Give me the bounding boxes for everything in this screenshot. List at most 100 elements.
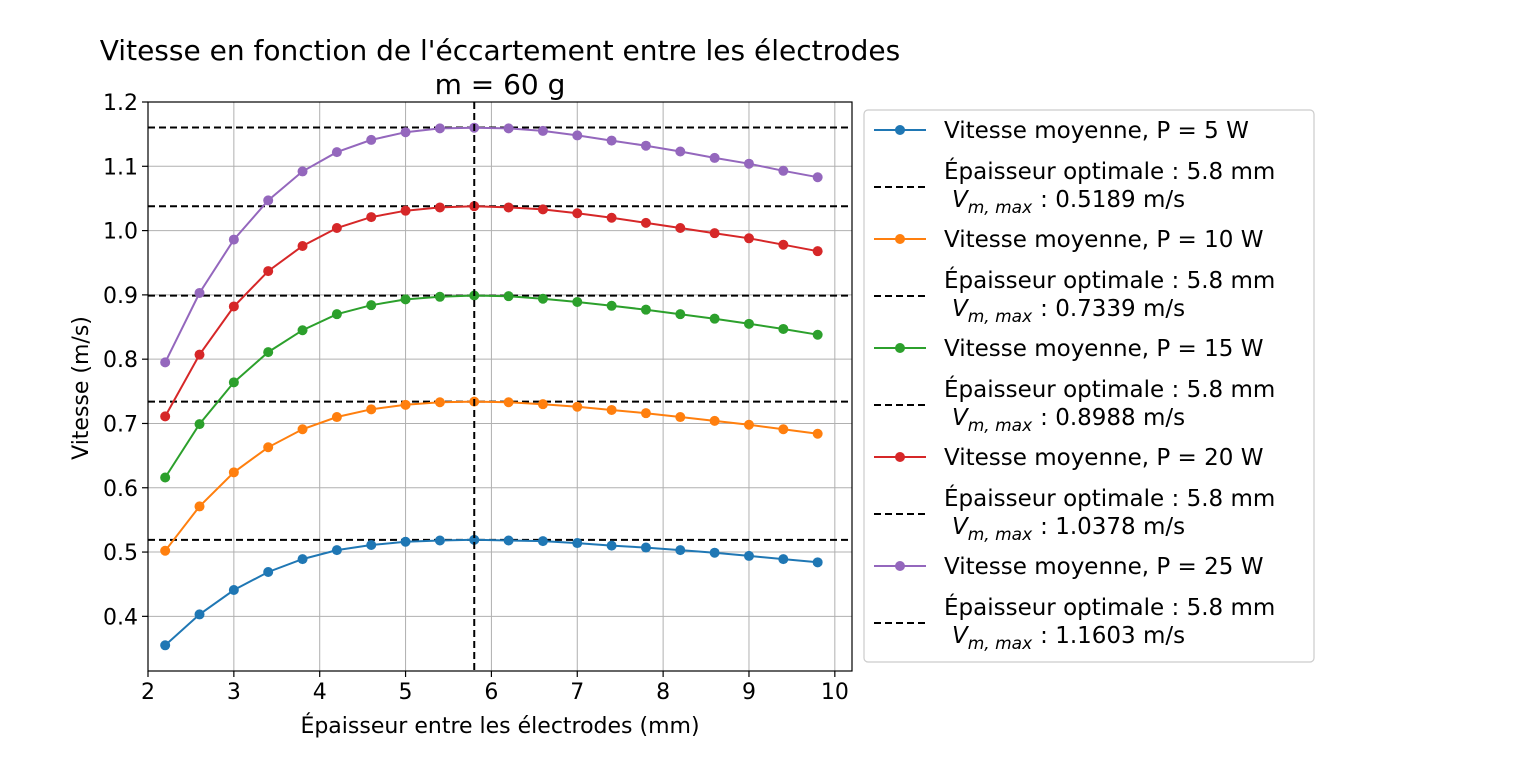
data-point	[331, 309, 342, 320]
data-point	[640, 140, 651, 151]
data-point	[194, 419, 205, 430]
legend-entry: Vitesse moyenne, P = 10 W Épaisseur optim…	[874, 227, 1275, 327]
series-line	[164, 538, 818, 647]
data-point	[434, 535, 445, 546]
data-point	[228, 301, 239, 312]
data-point	[778, 165, 789, 176]
data-point	[366, 300, 377, 311]
data-point	[812, 329, 823, 340]
legend-entry: Vitesse moyenne, P = 20 W Épaisseur optim…	[874, 445, 1275, 545]
data-point	[400, 536, 411, 547]
data-point	[537, 536, 548, 547]
y-tick-label: 1.2	[103, 91, 138, 116]
data-point	[400, 399, 411, 410]
data-point	[194, 287, 205, 298]
legend-optimal-label: Épaisseur optimale : 5.8 mm	[944, 157, 1275, 185]
data-point	[331, 545, 342, 556]
x-tick-label: 8	[656, 680, 670, 705]
series	[160, 534, 823, 651]
legend-optimal-label: Épaisseur optimale : 5.8 mm	[944, 593, 1275, 621]
data-point	[503, 397, 514, 408]
legend-entry: Vitesse moyenne, P = 15 W Épaisseur optim…	[874, 336, 1275, 436]
legend-entry: Vitesse moyenne, P = 5 W Épaisseur optima…	[874, 118, 1275, 218]
data-point	[400, 294, 411, 305]
series-line	[164, 205, 818, 417]
vmax-subscript: m, max	[968, 416, 1033, 436]
vmax-subscript: m, max	[968, 525, 1033, 545]
series-line	[164, 400, 818, 552]
data-point	[606, 135, 617, 146]
series-line	[164, 294, 818, 479]
data-point	[503, 535, 514, 546]
data-point	[606, 212, 617, 223]
data-point	[537, 204, 548, 215]
y-tick-label: 0.4	[103, 605, 138, 630]
legend-handle-marker	[895, 452, 905, 462]
vmax-subscript: m, max	[968, 307, 1033, 327]
data-point	[572, 296, 583, 307]
series	[160, 396, 823, 556]
data-point	[709, 313, 720, 324]
data-point	[434, 123, 445, 134]
data-point	[228, 467, 239, 478]
legend-handle-marker	[895, 343, 905, 353]
y-tick-label: 0.7	[103, 412, 138, 437]
data-point	[537, 125, 548, 136]
chart-subtitle: m = 60 g	[435, 68, 566, 101]
data-point	[640, 408, 651, 419]
data-point	[400, 127, 411, 138]
vmax-symbol: V	[952, 187, 970, 213]
data-point	[606, 404, 617, 415]
legend-series-label: Vitesse moyenne, P = 10 W	[944, 227, 1263, 253]
data-point	[778, 424, 789, 435]
legend-vmax-label: Vm, max: 1.0378 m/s	[952, 514, 1185, 545]
legend-handle-marker	[895, 125, 905, 135]
data-point	[675, 223, 686, 234]
legend-series-label: Vitesse moyenne, P = 20 W	[944, 445, 1263, 471]
data-point	[572, 401, 583, 412]
data-point	[263, 442, 274, 453]
series	[160, 290, 823, 483]
data-point	[537, 293, 548, 304]
data-point	[160, 640, 171, 651]
y-tick-label: 0.5	[103, 541, 138, 566]
series-group	[160, 122, 823, 651]
data-point	[606, 540, 617, 551]
grid	[147, 101, 852, 671]
data-point	[812, 428, 823, 439]
data-point	[228, 377, 239, 388]
legend-optimal-label: Épaisseur optimale : 5.8 mm	[944, 266, 1275, 294]
vmax-symbol: V	[952, 623, 970, 649]
data-point	[675, 412, 686, 423]
data-point	[778, 239, 789, 250]
data-point	[366, 539, 377, 550]
vmax-value: : 1.1603 m/s	[1040, 623, 1185, 649]
legend-vmax-label: Vm, max: 0.7339 m/s	[952, 296, 1185, 327]
data-point	[297, 241, 308, 252]
data-point	[503, 123, 514, 134]
data-point	[297, 325, 308, 336]
legend-optimal-label: Épaisseur optimale : 5.8 mm	[944, 375, 1275, 403]
data-point	[331, 223, 342, 234]
data-point	[366, 134, 377, 145]
data-point	[640, 217, 651, 228]
vmax-subscript: m, max	[968, 198, 1033, 218]
legend-optimal-label: Épaisseur optimale : 5.8 mm	[944, 484, 1275, 512]
data-point	[675, 146, 686, 157]
data-point	[675, 309, 686, 320]
data-point	[675, 545, 686, 556]
data-point	[160, 411, 171, 422]
y-tick-label: 0.9	[103, 284, 138, 309]
legend-box	[863, 109, 1315, 663]
data-point	[194, 349, 205, 360]
data-point	[709, 152, 720, 163]
vmax-symbol: V	[952, 514, 970, 540]
data-point	[503, 202, 514, 213]
x-tick-label: 3	[227, 680, 241, 705]
data-point	[160, 545, 171, 556]
x-tick-label: 4	[313, 680, 327, 705]
data-point	[743, 233, 754, 244]
data-point	[743, 419, 754, 430]
data-point	[434, 202, 445, 213]
data-point	[812, 246, 823, 257]
